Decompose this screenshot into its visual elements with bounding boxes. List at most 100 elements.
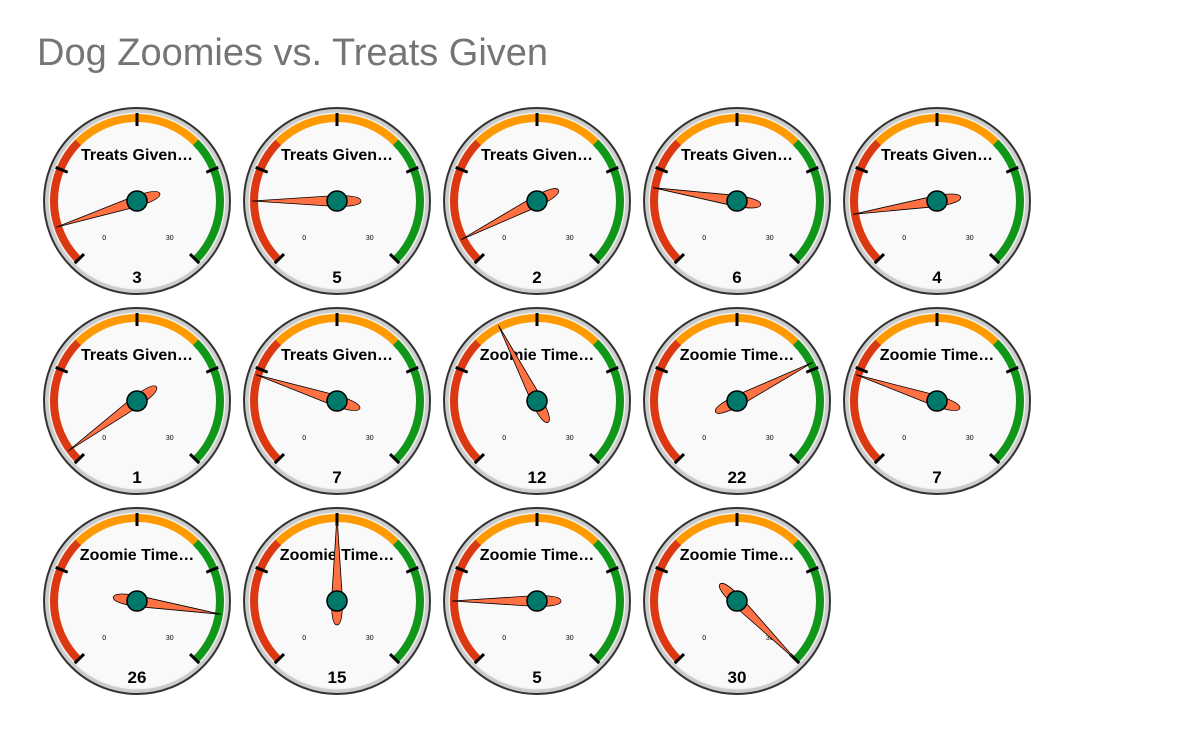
gauge-tick	[405, 165, 419, 174]
gauge-hub	[526, 590, 548, 612]
gauge-tick	[873, 252, 886, 265]
gauge-label: Treats Given…	[281, 147, 393, 164]
gauge-tick	[55, 365, 69, 374]
gauge-band	[250, 539, 282, 663]
gauge-tick	[273, 452, 286, 465]
gauge-band	[192, 339, 224, 463]
gauge-band	[192, 539, 224, 663]
gauge-max-label: 30	[966, 235, 974, 242]
gauge-tick	[605, 365, 619, 374]
gauge: 0 30 Treats Given… 4	[843, 107, 1031, 295]
gauge-hub	[126, 190, 148, 212]
gauge-tick	[405, 365, 419, 374]
gauge-tick	[388, 252, 401, 265]
gauge-band	[50, 339, 82, 463]
gauge-min-label: 0	[902, 435, 906, 442]
gauge-value: 2	[532, 268, 541, 287]
gauge-band	[392, 139, 424, 263]
gauge-value: 4	[932, 268, 942, 287]
gauge-band	[792, 339, 824, 463]
gauge-min-label: 0	[302, 235, 306, 242]
gauge-band	[192, 139, 224, 263]
gauge-min-label: 0	[502, 635, 506, 642]
gauge-tick	[73, 652, 86, 665]
gauge: 0 30 Treats Given… 5	[243, 107, 431, 295]
gauge-tick	[205, 365, 219, 374]
gauge-band	[650, 539, 682, 663]
gauge-tick	[388, 652, 401, 665]
gauge-band	[792, 139, 824, 263]
gauge-tick	[805, 565, 819, 574]
gauge-tick	[988, 452, 1001, 465]
gauge-value: 5	[532, 668, 541, 687]
gauge: 0 30 Treats Given… 1	[43, 307, 231, 495]
gauge-tick	[188, 652, 201, 665]
gauge-tick	[273, 252, 286, 265]
gauge-tick	[673, 652, 686, 665]
gauge-min-label: 0	[102, 235, 106, 242]
gauge-max-label: 30	[566, 635, 574, 642]
gauge-min-label: 0	[102, 435, 106, 442]
gauge-tick	[988, 252, 1001, 265]
gauge-tick	[55, 565, 69, 574]
gauge-max-label: 30	[366, 435, 374, 442]
gauge-hub	[726, 390, 748, 412]
gauge: 0 30 Zoomie Time… 5	[443, 507, 631, 695]
gauge-tick	[655, 365, 669, 374]
gauge-max-label: 30	[766, 435, 774, 442]
gauge-hub	[326, 190, 348, 212]
gauge-max-label: 30	[166, 235, 174, 242]
gauge-label: Treats Given…	[481, 147, 593, 164]
gauge-tick	[473, 452, 486, 465]
gauge-min-label: 0	[902, 235, 906, 242]
gauge-min-label: 0	[502, 435, 506, 442]
gauge: 0 30 Treats Given… 3	[43, 107, 231, 295]
gauge-min-label: 0	[702, 635, 706, 642]
gauge-band	[850, 139, 882, 263]
gauge: 0 30 Treats Given… 7	[243, 307, 431, 495]
gauge-tick	[188, 452, 201, 465]
gauge-hub	[526, 190, 548, 212]
gauge-value: 1	[132, 468, 141, 487]
gauge-tick	[788, 252, 801, 265]
gauge-tick	[855, 165, 869, 174]
gauge-max-label: 30	[766, 635, 774, 642]
gauge-band	[250, 339, 282, 463]
gauge-tick	[473, 652, 486, 665]
gauge-tick	[805, 165, 819, 174]
gauge-hub	[926, 390, 948, 412]
gauge-band	[450, 339, 482, 463]
gauge-tick	[255, 565, 269, 574]
gauge-band	[50, 139, 82, 263]
gauge-hub	[726, 590, 748, 612]
gauge-band	[592, 539, 624, 663]
gauge-label: Zoomie Time…	[880, 347, 994, 364]
gauge-tick	[255, 165, 269, 174]
gauge-max-label: 30	[566, 435, 574, 442]
gauge-hub	[326, 590, 348, 612]
gauge-tick	[673, 452, 686, 465]
gauge-min-label: 0	[302, 635, 306, 642]
gauge-min-label: 0	[102, 635, 106, 642]
gauge-min-label: 0	[502, 235, 506, 242]
gauge-tick	[73, 452, 86, 465]
gauge-min-label: 0	[302, 435, 306, 442]
gauge-band	[392, 539, 424, 663]
gauge-min-label: 0	[702, 435, 706, 442]
gauge-hub	[726, 190, 748, 212]
gauge-label: Treats Given…	[281, 347, 393, 364]
gauge-hub	[326, 390, 348, 412]
gauge-hub	[526, 390, 548, 412]
gauge-hub	[126, 590, 148, 612]
gauge-label: Zoomie Time…	[680, 347, 794, 364]
gauge-band	[650, 139, 682, 263]
gauge-value: 15	[328, 668, 347, 687]
gauge-band	[592, 139, 624, 263]
gauge-band	[392, 339, 424, 463]
gauge-label: Treats Given…	[81, 147, 193, 164]
gauge-max-label: 30	[966, 435, 974, 442]
gauge-tick	[673, 252, 686, 265]
gauge-tick	[873, 452, 886, 465]
gauge-value: 22	[728, 468, 747, 487]
